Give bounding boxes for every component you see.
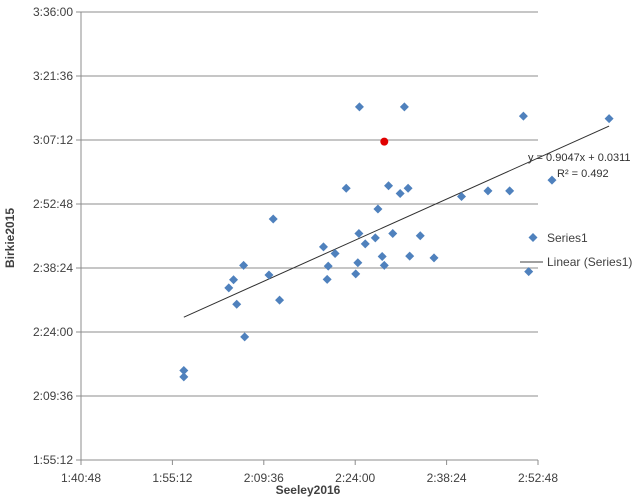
data-point <box>518 111 528 121</box>
data-point <box>239 260 249 270</box>
x-tick-label: 1:40:48 <box>61 471 101 485</box>
data-point <box>323 261 333 271</box>
trendline <box>183 125 610 318</box>
data-point <box>229 275 239 285</box>
data-point <box>415 231 425 241</box>
trendline-layer <box>183 125 610 318</box>
x-tick-label: 2:09:36 <box>244 471 284 485</box>
y-tick-label: 2:09:36 <box>33 389 73 403</box>
data-point <box>384 181 394 191</box>
data-point <box>322 274 332 284</box>
gridlines <box>81 11 538 397</box>
data-points <box>179 102 614 382</box>
data-point <box>264 270 274 280</box>
x-tick-label: 2:24:00 <box>335 471 375 485</box>
y-tick-label: 3:36:00 <box>33 5 73 19</box>
x-tick-label: 2:38:24 <box>427 471 467 485</box>
axes <box>76 11 539 465</box>
data-point <box>388 228 398 238</box>
data-point <box>224 283 234 293</box>
data-point <box>405 251 415 261</box>
data-point <box>547 175 557 185</box>
y-tick-label: 2:38:24 <box>33 261 73 275</box>
highlight-point <box>380 137 389 146</box>
y-tick-label: 3:07:12 <box>33 133 73 147</box>
data-point <box>360 239 370 249</box>
data-point <box>351 269 361 279</box>
data-point <box>403 183 413 193</box>
y-tick-label: 2:24:00 <box>33 325 73 339</box>
data-point <box>379 260 389 270</box>
data-point <box>240 332 250 342</box>
data-point <box>275 295 285 305</box>
data-point <box>268 214 278 224</box>
data-point <box>604 114 614 124</box>
y-tick-label: 1:55:12 <box>33 453 73 467</box>
data-point <box>524 267 534 277</box>
y-tick-label: 3:21:36 <box>33 69 73 83</box>
y-tick-labels: 1:55:12 2:09:36 2:24:00 2:38:24 2:52:48 3:07:… <box>33 5 73 467</box>
data-point <box>318 242 328 252</box>
trendline-equation: y = 0.9047x + 0.0311 <box>528 152 631 164</box>
x-tick-labels: 1:40:48 1:55:12 2:09:36 2:24:00 2:38:24 2:52:… <box>61 471 558 485</box>
data-point <box>377 251 387 261</box>
legend-series1-marker <box>528 233 538 242</box>
data-point <box>457 191 467 201</box>
data-point <box>232 299 242 309</box>
y-axis-title: Birkie2015 <box>3 208 17 268</box>
data-point <box>483 186 493 196</box>
data-point <box>373 204 383 214</box>
data-point <box>354 102 364 112</box>
data-point <box>505 186 515 196</box>
data-point <box>353 258 363 268</box>
legend-series1-label: Series1 <box>547 231 588 245</box>
data-point <box>370 233 380 243</box>
data-point <box>429 253 439 263</box>
data-point <box>179 366 189 376</box>
data-point <box>330 248 340 258</box>
legend: Series1 Linear (Series1) <box>520 231 632 269</box>
data-point <box>179 372 189 382</box>
x-tick-label: 2:52:48 <box>518 471 558 485</box>
x-axis-title: Seeley2016 <box>276 483 341 497</box>
data-point <box>341 183 351 193</box>
data-point <box>395 188 405 198</box>
trendline-r-squared: R² = 0.492 <box>557 168 609 180</box>
data-point <box>354 228 364 238</box>
legend-trendline-label: Linear (Series1) <box>547 255 632 269</box>
y-tick-label: 2:52:48 <box>33 197 73 211</box>
data-point <box>399 102 409 112</box>
x-tick-label: 1:55:12 <box>152 471 192 485</box>
